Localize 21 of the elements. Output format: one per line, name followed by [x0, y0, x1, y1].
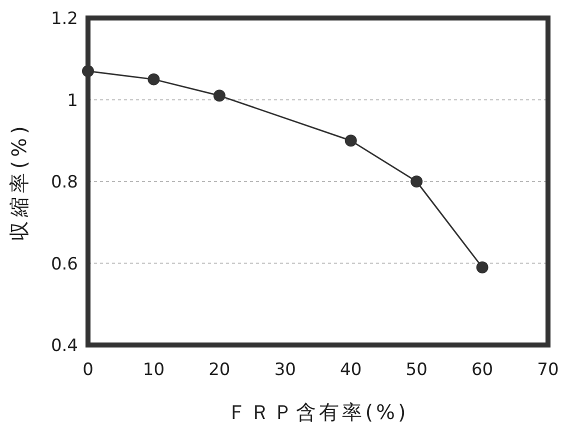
y-tick-label: 0.6 — [50, 254, 78, 274]
y-tick-label: 0.4 — [50, 336, 78, 356]
x-tick-label: 50 — [406, 360, 428, 380]
y-tick-label: 1 — [67, 90, 78, 111]
x-tick-label: 0 — [82, 360, 94, 380]
y-axis-title: 収縮率(%) — [7, 122, 31, 241]
point — [148, 73, 160, 86]
y-tick-label: 0.8 — [50, 172, 78, 192]
x-tick-label: 10 — [142, 360, 165, 380]
point — [213, 90, 226, 102]
point — [476, 261, 488, 274]
x-tick-label: 30 — [274, 360, 296, 380]
point — [344, 134, 357, 147]
point — [82, 65, 94, 78]
x-tick-label: 70 — [537, 360, 559, 380]
point — [410, 176, 423, 188]
x-tick-label: 40 — [340, 360, 362, 380]
x-tick-label: 20 — [208, 360, 230, 380]
y-tick-label: 1.2 — [50, 9, 78, 29]
x-axis-title: ＦＲＰ含有率(%) — [227, 400, 409, 424]
x-tick-label: 60 — [471, 360, 494, 380]
